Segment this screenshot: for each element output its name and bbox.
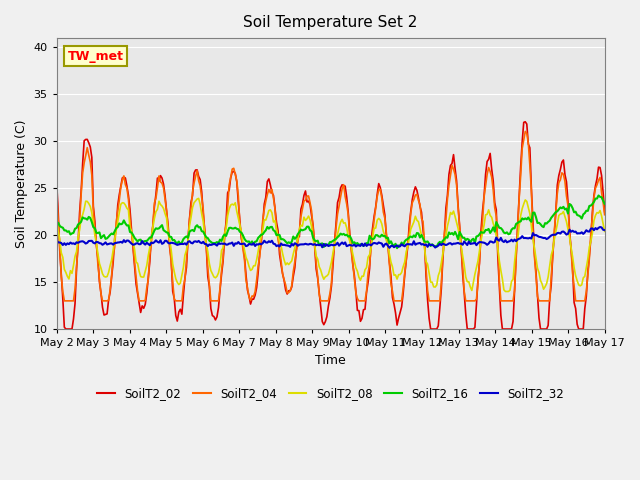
SoilT2_02 [601, 209, 609, 215]
SoilT2_04 [245, 294, 253, 300]
SoilT2_08 [218, 247, 225, 253]
SoilT2_04 [573, 298, 581, 304]
SoilT2_16 [393, 245, 401, 251]
SoilT2_32 [596, 224, 604, 230]
Legend: SoilT2_02, SoilT2_04, SoilT2_08, SoilT2_16, SoilT2_32: SoilT2_02, SoilT2_04, SoilT2_08, SoilT2_… [93, 382, 569, 405]
SoilT2_08 [53, 217, 61, 223]
SoilT2_04 [294, 240, 301, 245]
SoilT2_32 [120, 237, 128, 243]
Title: Soil Temperature Set 2: Soil Temperature Set 2 [243, 15, 418, 30]
SoilT2_16 [244, 239, 252, 245]
SoilT2_32 [292, 241, 300, 247]
SoilT2_02 [218, 271, 225, 277]
Line: SoilT2_04: SoilT2_04 [57, 132, 605, 301]
SoilT2_02 [62, 326, 70, 332]
SoilT2_02 [53, 180, 61, 186]
SoilT2_32 [572, 229, 579, 235]
Text: TW_met: TW_met [68, 50, 124, 63]
Line: SoilT2_16: SoilT2_16 [57, 195, 605, 248]
SoilT2_04 [218, 268, 225, 274]
SoilT2_08 [236, 222, 244, 228]
SoilT2_04 [522, 129, 529, 134]
Line: SoilT2_08: SoilT2_08 [57, 198, 605, 291]
SoilT2_02 [122, 175, 129, 181]
Line: SoilT2_02: SoilT2_02 [57, 122, 605, 329]
SoilT2_16 [292, 234, 300, 240]
SoilT2_02 [236, 218, 244, 224]
SoilT2_32 [244, 243, 252, 249]
SoilT2_08 [195, 195, 202, 201]
SoilT2_08 [601, 228, 609, 234]
SoilT2_16 [120, 217, 128, 223]
Y-axis label: Soil Temperature (C): Soil Temperature (C) [15, 120, 28, 248]
SoilT2_02 [245, 293, 253, 299]
SoilT2_16 [234, 226, 242, 232]
SoilT2_04 [122, 182, 129, 188]
SoilT2_08 [245, 264, 253, 269]
SoilT2_04 [53, 190, 61, 195]
SoilT2_02 [294, 232, 301, 238]
SoilT2_16 [595, 192, 602, 198]
SoilT2_02 [573, 321, 581, 327]
SoilT2_32 [216, 241, 224, 247]
SoilT2_02 [522, 119, 529, 125]
SoilT2_04 [601, 212, 609, 217]
SoilT2_08 [573, 278, 581, 284]
SoilT2_08 [120, 200, 128, 206]
SoilT2_08 [502, 288, 509, 294]
SoilT2_32 [234, 239, 242, 245]
SoilT2_16 [572, 209, 579, 215]
SoilT2_04 [61, 298, 68, 304]
SoilT2_04 [236, 222, 244, 228]
SoilT2_08 [294, 236, 301, 242]
SoilT2_32 [601, 227, 609, 233]
Line: SoilT2_32: SoilT2_32 [57, 227, 605, 248]
SoilT2_16 [216, 237, 224, 242]
X-axis label: Time: Time [316, 354, 346, 367]
SoilT2_16 [601, 201, 609, 207]
SoilT2_16 [53, 220, 61, 226]
SoilT2_32 [53, 238, 61, 244]
SoilT2_32 [385, 245, 393, 251]
